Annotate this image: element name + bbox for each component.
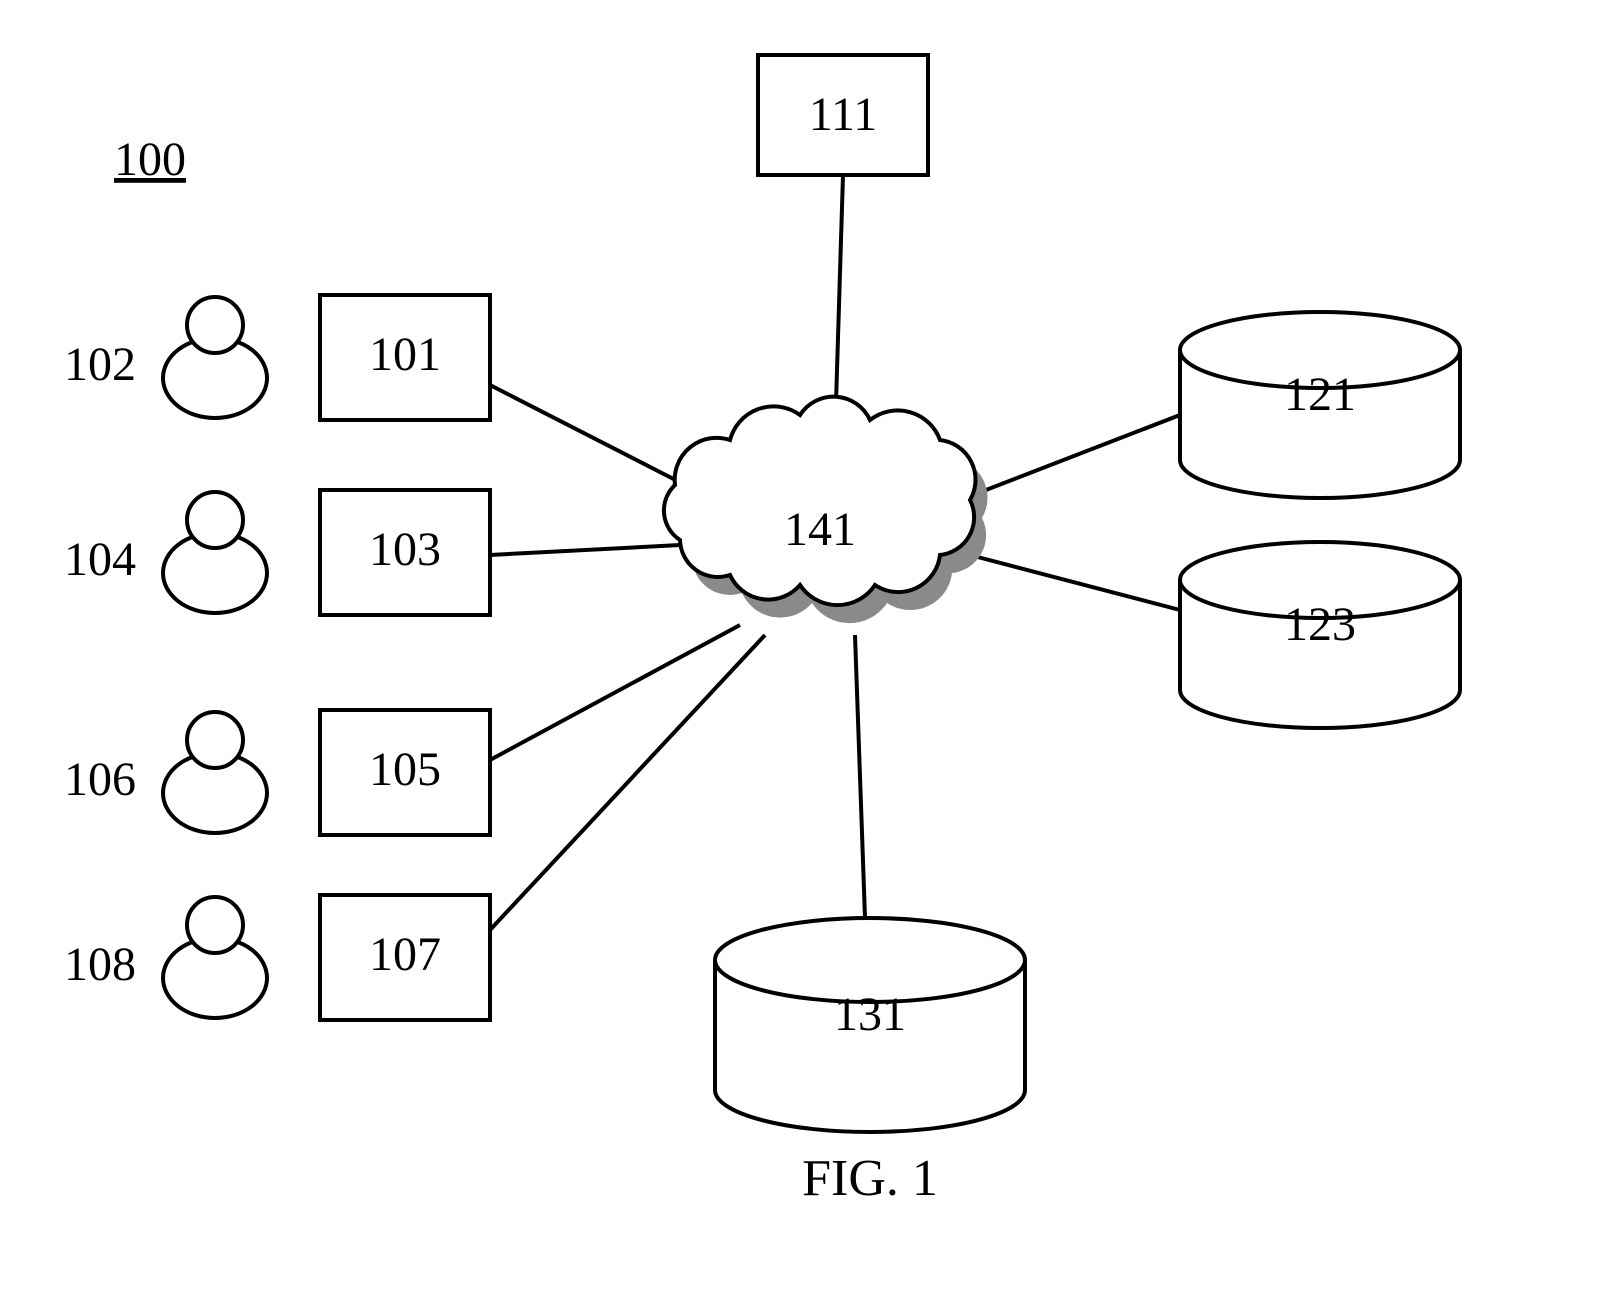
client-box-label: 101: [369, 328, 441, 381]
database-label: 121: [1284, 368, 1356, 421]
client-box-label: 105: [369, 743, 441, 796]
client-box: 103: [320, 490, 490, 615]
edge: [490, 625, 740, 760]
client-box: 101: [320, 295, 490, 420]
user-label: 102: [64, 338, 136, 391]
database-label: 123: [1284, 598, 1356, 651]
edge: [970, 555, 1180, 610]
client-boxes: 101 103 105 107: [320, 295, 490, 1020]
cloud-node: 141: [664, 397, 976, 605]
edge: [490, 545, 680, 555]
database-icon: 121: [1180, 312, 1460, 498]
figure-caption: FIG. 1: [802, 1150, 938, 1207]
client-box: 105: [320, 710, 490, 835]
user-icon: 106: [64, 712, 267, 833]
database-label: 131: [834, 988, 906, 1041]
user-icon: 104: [64, 492, 267, 613]
edge: [960, 415, 1180, 500]
server-box: 111: [758, 55, 928, 175]
server-box-label: 111: [809, 88, 877, 141]
database-icon: 131: [715, 918, 1025, 1132]
user-icon: 108: [64, 897, 267, 1018]
edge: [490, 385, 695, 490]
cloud-label: 141: [784, 503, 856, 556]
edge: [855, 635, 865, 918]
network-diagram: 141 111 101 103 105 107 102 104 106 108 121 123…: [0, 0, 1624, 1292]
database-icon: 123: [1180, 542, 1460, 728]
client-box-label: 107: [369, 928, 441, 981]
edge: [490, 635, 765, 930]
user-icons: 102 104 106 108: [64, 297, 267, 1018]
user-label: 106: [64, 753, 136, 806]
user-label: 104: [64, 533, 136, 586]
client-box-label: 103: [369, 523, 441, 576]
user-icon: 102: [64, 297, 267, 418]
figure-reference: 100: [114, 133, 186, 186]
user-label: 108: [64, 938, 136, 991]
client-box: 107: [320, 895, 490, 1020]
